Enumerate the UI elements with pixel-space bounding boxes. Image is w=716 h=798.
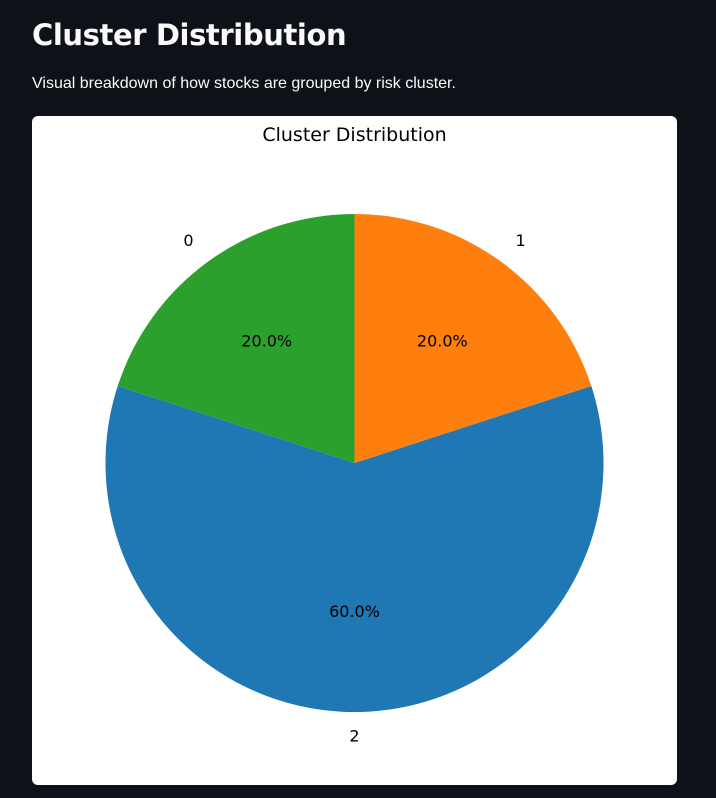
slice-label-2: 2 [349,726,359,745]
slice-pct-label-2: 60.0% [329,602,380,621]
slice-pct-label-1: 20.0% [417,332,468,351]
pie-slice-0 [117,214,355,463]
page-title: Cluster Distribution [32,18,347,52]
chart-card: Cluster Distribution 0 20.0% 2 60.0% 1 20.0% [32,116,677,785]
slice-label-0: 0 [183,231,193,250]
pie-slice-2 [105,386,604,713]
slice-pct-label-0: 20.0% [241,332,292,351]
pie-slice-1 [354,214,592,463]
pie-labels: 0 20.0% 2 60.0% 1 20.0% [183,231,525,745]
page-caption: Visual breakdown of how stocks are group… [32,75,456,92]
pie-slices [105,214,604,713]
slice-label-1: 1 [515,231,525,250]
chart-title: Cluster Distribution [262,124,446,146]
pie-chart: Cluster Distribution 0 20.0% 2 60.0% 1 20.0% [105,124,604,745]
